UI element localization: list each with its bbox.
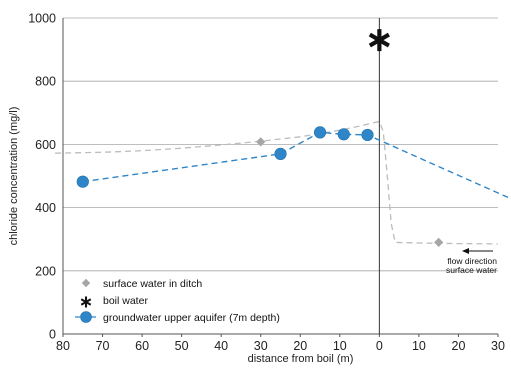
legend-entry: surface water in ditch [81, 278, 202, 290]
tick-labels: 0 200 400 600 800 1000 80 70 60 50 40 30 20 10 0 10 20 30 [28, 12, 505, 354]
flow-annotation-line: flow direction [447, 256, 497, 266]
surface-water-point [256, 137, 266, 147]
x-tick-label: 50 [175, 339, 189, 353]
legend-entry: groundwater upper aquifer (7m depth) [75, 311, 280, 324]
reference-curve-line [55, 120, 499, 245]
surface-water-point [434, 237, 444, 247]
series-line-groundwater [82, 131, 511, 200]
legend: surface water in ditch boil water groundwa… [75, 278, 280, 324]
legend-asterisk-icon [80, 296, 92, 308]
x-tick-label: 80 [56, 339, 70, 353]
y-tick-label: 0 [49, 328, 56, 342]
x-tick-label: 20 [293, 339, 307, 353]
axis-titles: distance from boil (m) chloride concentra… [8, 107, 353, 365]
x-axis-title: distance from boil (m) [248, 353, 354, 365]
x-tick-label: 10 [333, 339, 347, 353]
x-tick-label: 0 [376, 339, 383, 353]
x-tick-label: 10 [412, 339, 426, 353]
groundwater-point [313, 126, 327, 139]
y-tick-label: 200 [35, 264, 56, 278]
boil-water-point [368, 29, 390, 52]
y-tick-label: 800 [35, 75, 56, 89]
groundwater-point [274, 147, 287, 160]
legend-entry: boil water [80, 295, 148, 308]
x-tick-label: 30 [491, 339, 505, 353]
y-tick-label: 600 [35, 138, 56, 152]
y-tick-label: 1000 [28, 12, 56, 26]
x-tick-label: 70 [96, 339, 110, 353]
data-series [76, 29, 511, 247]
groundwater-point [361, 128, 374, 142]
groundwater-point [337, 128, 350, 141]
x-tick-label: 40 [214, 339, 228, 353]
flow-arrow-head [462, 248, 469, 254]
legend-diamond-icon [81, 278, 91, 288]
grid-lines [63, 17, 498, 272]
y-axis-title: chloride concentration (mg/l) [8, 107, 20, 246]
legend-circle-icon [80, 311, 92, 323]
legend-label: surface water in ditch [103, 278, 202, 290]
axes [62, 18, 499, 337]
legend-label: groundwater upper aquifer (7m depth) [103, 312, 280, 324]
legend-label: boil water [103, 295, 148, 307]
x-tick-label: 20 [452, 339, 466, 353]
flow-annotation-line: surface water [446, 265, 497, 275]
y-tick-label: 400 [35, 201, 56, 215]
reference-curve [55, 120, 499, 245]
groundwater-point [76, 175, 89, 188]
x-tick-label: 60 [135, 339, 149, 353]
x-tick-label: 30 [254, 339, 268, 353]
